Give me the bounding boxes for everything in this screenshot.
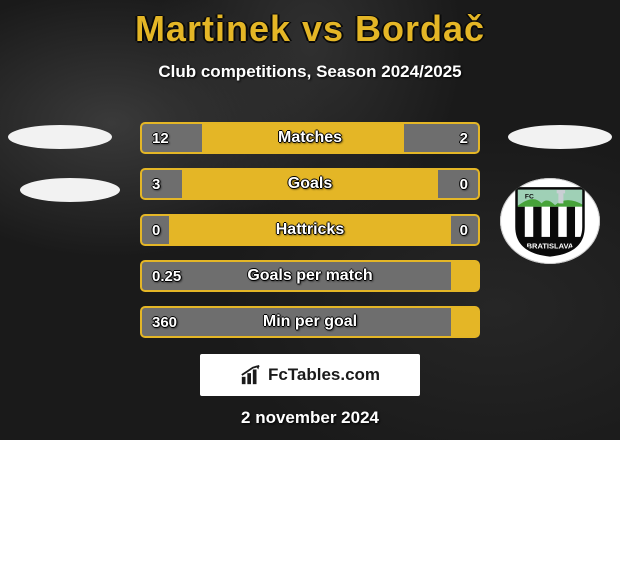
title: Martinek vs Bordač: [0, 8, 620, 50]
stat-label: Hattricks: [142, 216, 478, 244]
placeholder-ellipse: [8, 125, 112, 149]
stat-row: Hattricks00: [140, 214, 480, 246]
stat-rows: Matches122 Goals30 Hattricks00 Goals per ma…: [140, 122, 480, 352]
stat-seg-left: [142, 216, 169, 244]
stat-seg-right: [438, 170, 478, 198]
club-top-label: FC: [525, 193, 534, 200]
stat-row: Min per goal360: [140, 306, 480, 338]
stat-row: Goals per match0.25: [140, 260, 480, 292]
placeholder-ellipse: [508, 125, 612, 149]
chart-icon: [240, 364, 262, 386]
stat-seg-left: [142, 170, 182, 198]
site-logo-text: FcTables.com: [268, 365, 380, 385]
stat-seg-left: [142, 308, 451, 336]
subtitle: Club competitions, Season 2024/2025: [0, 62, 620, 82]
stat-seg-right: [451, 216, 478, 244]
stat-seg-left: [142, 262, 451, 290]
stat-seg-left: [142, 124, 202, 152]
stat-label: Goals: [142, 170, 478, 198]
placeholder-ellipse: [20, 178, 120, 202]
club-badge-svg: BRATISLAVA FC: [508, 185, 592, 257]
club-bottom-label: BRATISLAVA: [527, 242, 574, 251]
club-badge: BRATISLAVA FC: [500, 178, 600, 264]
stat-row: Goals30: [140, 168, 480, 200]
site-logo: FcTables.com: [200, 354, 420, 396]
stat-row: Matches122: [140, 122, 480, 154]
stats-card: Martinek vs Bordač Club competitions, Se…: [0, 0, 620, 440]
stat-seg-right: [404, 124, 478, 152]
date: 2 november 2024: [0, 408, 620, 428]
